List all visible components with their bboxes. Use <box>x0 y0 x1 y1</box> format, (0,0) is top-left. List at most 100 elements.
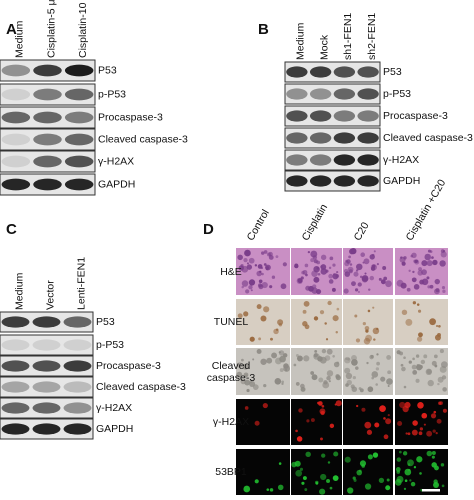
micrograph-texture <box>423 354 428 359</box>
micrograph-texture <box>319 488 326 495</box>
micrograph-texture <box>432 259 438 266</box>
micrograph-texture <box>441 286 446 290</box>
micrograph-texture <box>379 405 386 412</box>
micrograph-texture <box>318 377 324 383</box>
micrograph-texture <box>328 273 334 279</box>
micrograph-texture <box>241 285 244 289</box>
micrograph-texture <box>254 264 258 267</box>
row-label: P53 <box>96 316 115 328</box>
lane-label: Mock <box>318 34 330 60</box>
micrograph-texture <box>305 451 311 458</box>
micrograph-texture <box>401 261 406 266</box>
row-label: p-P53 <box>96 339 124 351</box>
micrograph-texture <box>270 337 273 341</box>
micrograph-texture <box>252 358 255 361</box>
micrograph-texture <box>420 359 426 365</box>
micrograph-texture <box>313 316 319 321</box>
micrograph-texture <box>418 332 423 338</box>
lane-label: Cisplatin-10 μM <box>77 0 89 58</box>
micrograph-texture <box>426 430 433 437</box>
row-label: Cleaved caspase-3 <box>206 359 256 384</box>
blot-band <box>63 381 92 393</box>
blot-strip <box>284 83 381 105</box>
micrograph-texture <box>383 434 389 440</box>
micrograph-texture <box>297 358 301 362</box>
micrograph-texture <box>245 374 248 377</box>
micrograph-texture <box>261 272 264 276</box>
micrograph-texture <box>250 289 253 292</box>
micrograph-texture <box>359 275 363 279</box>
blot-band <box>333 154 356 166</box>
micrograph-texture <box>320 268 328 275</box>
blot-band <box>286 154 308 166</box>
micrograph-texture <box>266 488 270 491</box>
micrograph-texture <box>355 366 359 370</box>
row-label: Cleaved caspase-3 <box>383 132 473 144</box>
micrograph-texture <box>265 267 269 271</box>
row-label: GAPDH <box>98 178 135 190</box>
blot-strip <box>0 334 94 356</box>
micrograph-texture <box>344 356 351 364</box>
micrograph-texture <box>431 462 437 468</box>
micrograph-texture <box>349 248 355 255</box>
micrograph-texture <box>399 401 406 409</box>
micrograph-texture <box>236 371 243 378</box>
micrograph-texture <box>279 355 286 363</box>
micrograph-texture <box>424 253 432 261</box>
row-label: Procaspase-3 <box>98 111 163 123</box>
micrograph-texture <box>435 288 440 293</box>
micrograph-texture <box>407 459 414 467</box>
micrograph-texture <box>410 254 414 258</box>
scale-bar <box>422 489 440 492</box>
micrograph-texture <box>412 301 417 305</box>
blot-band <box>1 178 31 191</box>
micrograph-texture <box>373 250 376 253</box>
micrograph-texture <box>294 263 299 268</box>
micrograph-texture <box>327 300 332 306</box>
blot-band <box>33 133 62 146</box>
micrograph-texture <box>385 280 392 288</box>
micrograph-texture <box>303 355 310 362</box>
micrograph-texture <box>283 365 290 372</box>
blot-band <box>32 423 61 435</box>
micrograph-texture <box>356 469 363 476</box>
micrograph-texture <box>364 272 367 275</box>
micrograph-texture <box>326 375 331 381</box>
micrograph-texture <box>361 276 368 283</box>
blot-band <box>1 155 31 168</box>
micrograph-texture <box>246 262 250 265</box>
micrograph <box>291 299 342 345</box>
micrograph-texture <box>310 258 315 263</box>
micrograph-texture <box>263 306 270 313</box>
lane-label: sh1-FEN1 <box>342 13 354 60</box>
micrograph-texture <box>386 378 393 385</box>
micrograph-texture <box>282 262 287 267</box>
micrograph-texture <box>439 349 444 354</box>
micrograph-texture <box>307 250 311 254</box>
micrograph-texture <box>367 309 371 313</box>
blot-strip <box>284 105 381 127</box>
micrograph-texture <box>245 251 249 254</box>
micrograph-texture <box>415 354 420 358</box>
micrograph-texture <box>413 284 420 290</box>
micrograph-texture <box>329 256 334 261</box>
micrograph-texture <box>248 257 255 264</box>
micrograph-texture <box>332 355 335 358</box>
micrograph-texture <box>335 331 338 334</box>
panel-letter: D <box>203 221 214 238</box>
micrograph-texture <box>412 420 418 426</box>
blot-band <box>63 402 92 414</box>
micrograph-texture <box>303 300 310 307</box>
micrograph-texture <box>304 263 309 268</box>
micrograph-texture <box>427 249 431 253</box>
micrograph-texture <box>299 467 304 471</box>
micrograph-texture <box>426 276 430 280</box>
blot-band <box>32 402 61 414</box>
micrograph-texture <box>263 383 267 388</box>
blot-band <box>357 110 379 122</box>
lane-label: Medium <box>14 20 26 58</box>
micrograph-texture <box>319 408 326 415</box>
micrograph-texture <box>411 364 417 370</box>
micrograph-texture <box>328 279 334 284</box>
